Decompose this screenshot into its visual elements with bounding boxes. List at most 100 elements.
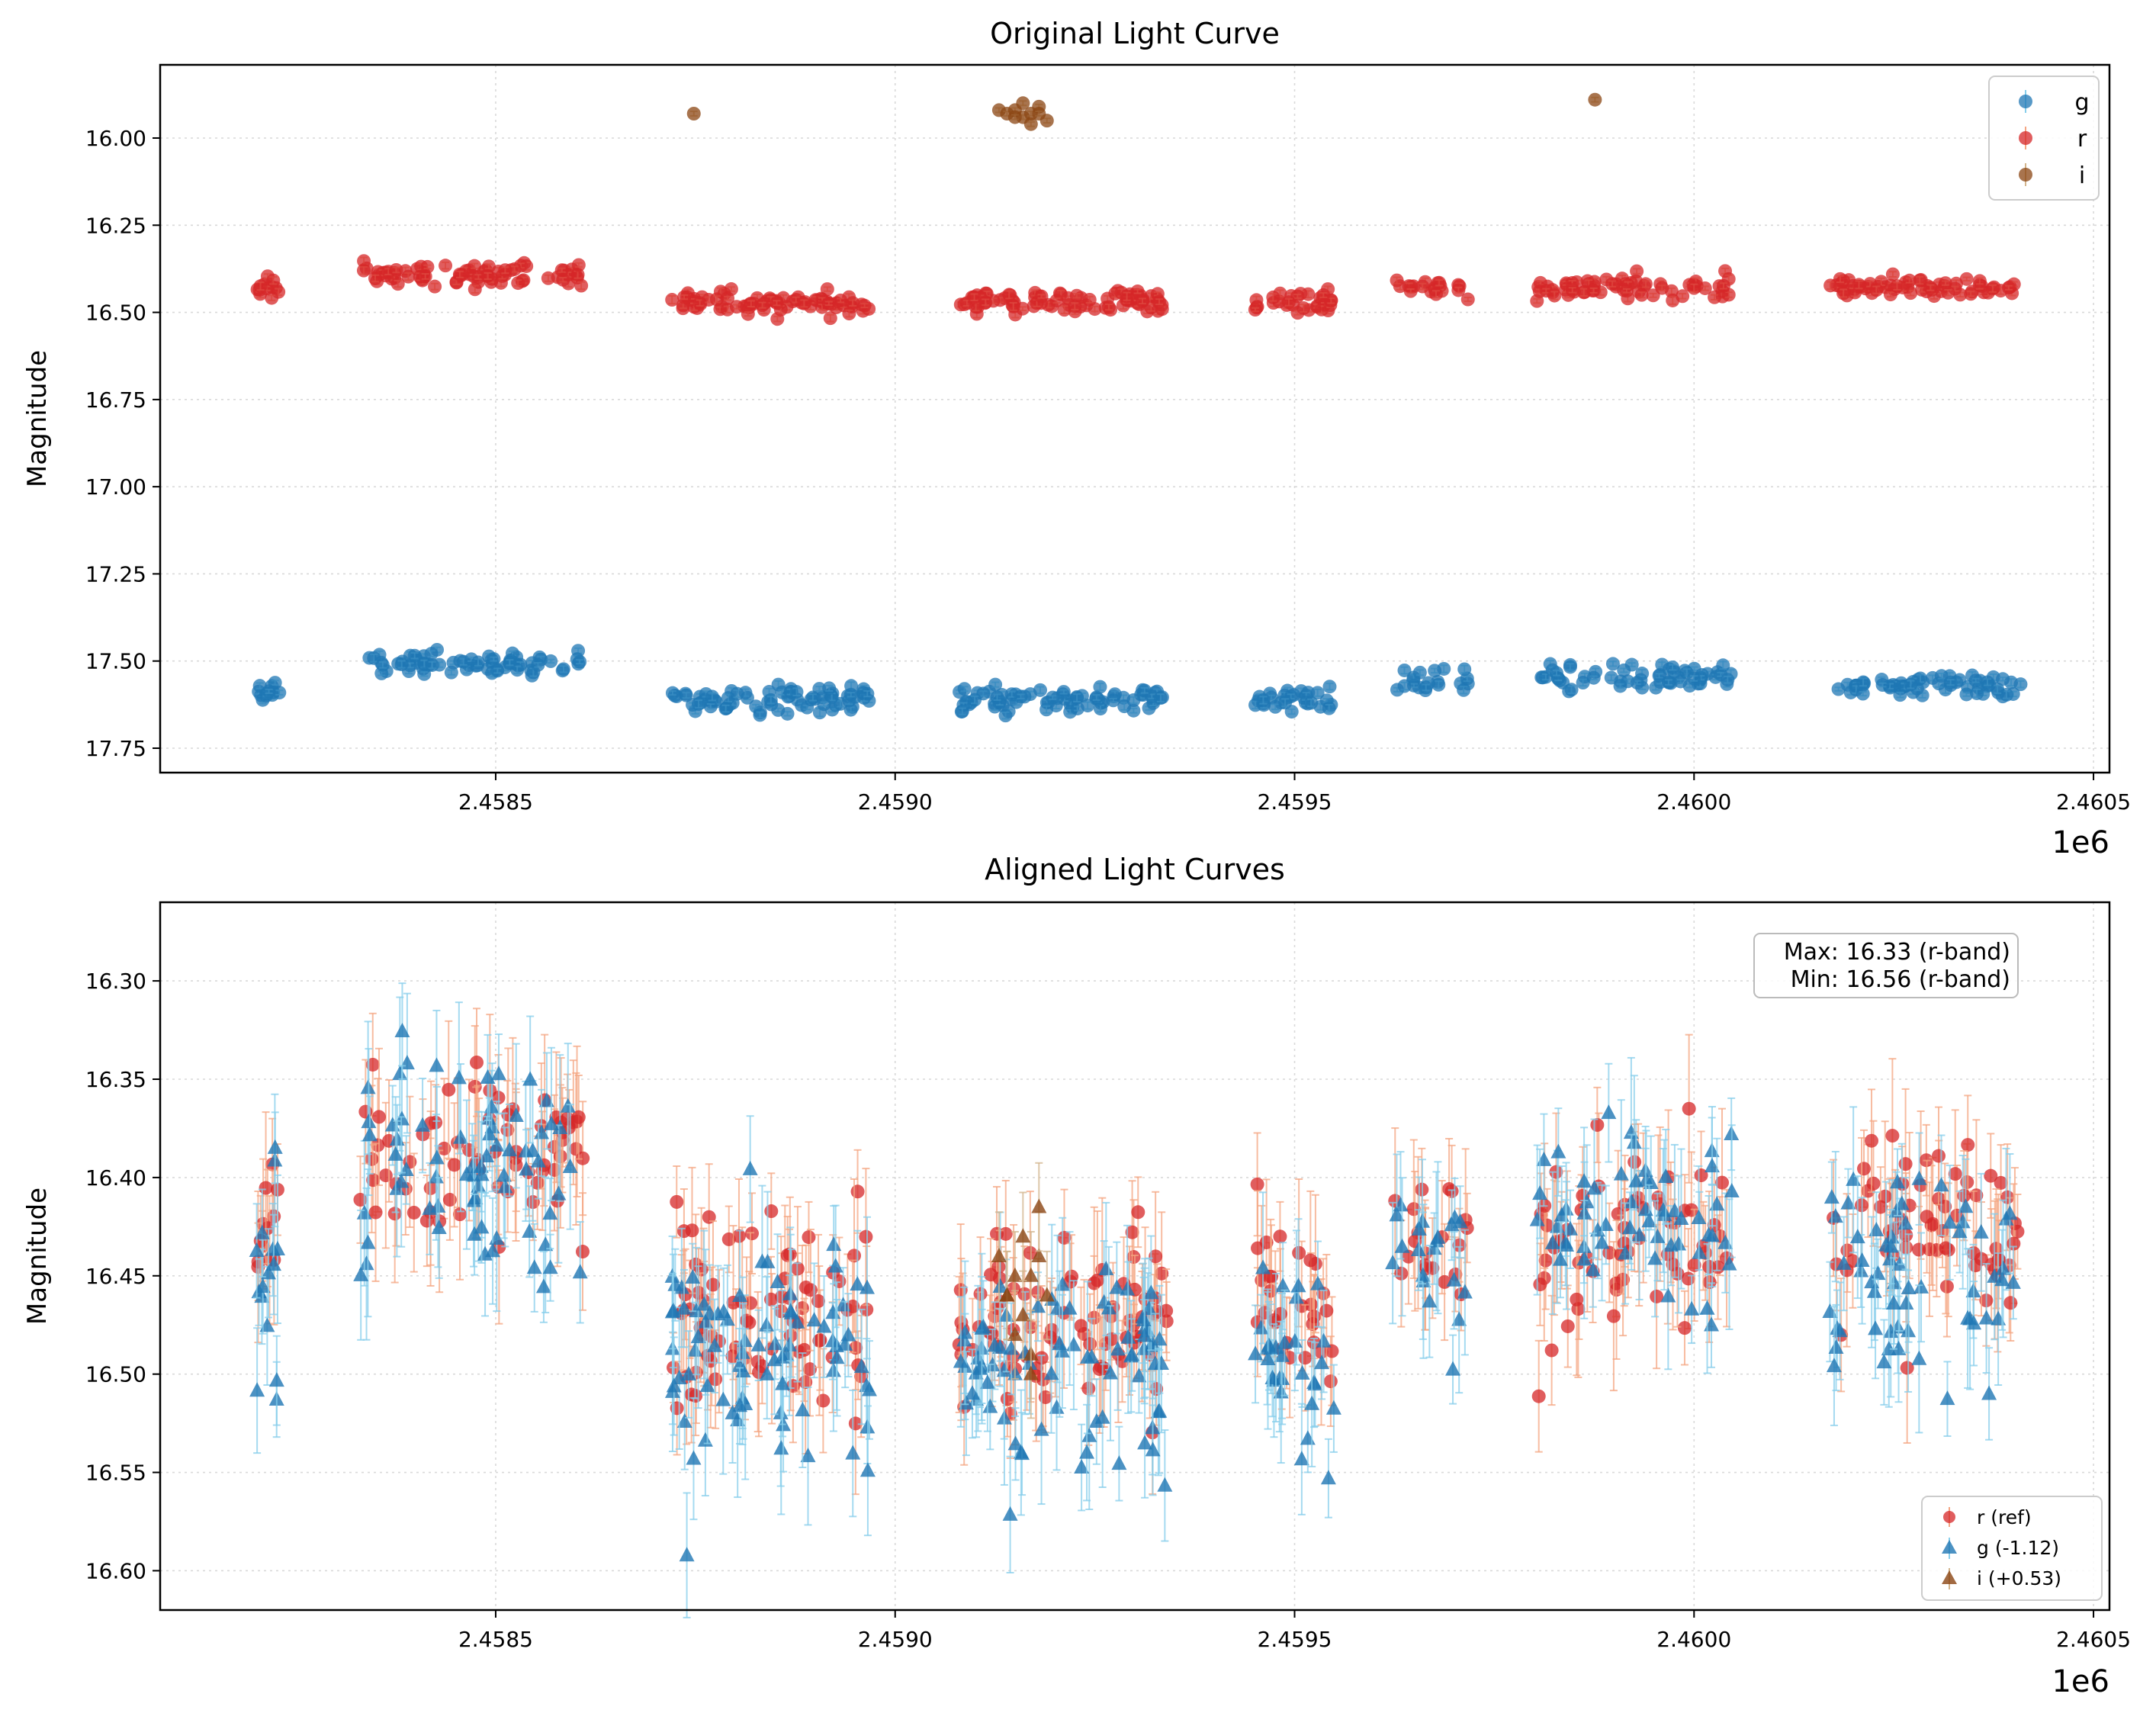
marker — [429, 1149, 445, 1165]
data-point-g — [1397, 679, 1412, 693]
marker — [1958, 1198, 1974, 1213]
marker — [1083, 1337, 1097, 1351]
data-point-g — [1033, 683, 1048, 697]
data-point-r — [1403, 284, 1418, 298]
marker — [2007, 1216, 2022, 1230]
data-point-r — [1630, 264, 1644, 278]
marker — [1957, 1188, 1971, 1203]
data-point-g — [987, 1301, 1003, 1390]
marker — [1682, 1101, 1696, 1116]
data-point-g — [1033, 1355, 1049, 1506]
marker — [1970, 686, 1984, 700]
marker — [1401, 1249, 1415, 1264]
data-point-r — [480, 268, 495, 283]
marker — [679, 1547, 695, 1562]
data-point-g — [795, 1352, 811, 1469]
data-point-r — [389, 262, 403, 277]
data-point-r — [823, 311, 837, 326]
data-point-r — [2001, 281, 2016, 295]
marker — [1088, 1413, 1104, 1428]
marker — [1322, 680, 1337, 694]
panel-original: Original Light Curve 16.00 16.25 16.50 16.7… — [22, 17, 2131, 860]
annotation-min: Min: 16.56 (r-band) — [1791, 966, 2010, 993]
marker — [1260, 1351, 1276, 1366]
marker — [1070, 691, 1084, 705]
marker — [419, 1213, 434, 1228]
data-point-g — [759, 1329, 775, 1420]
marker — [1532, 1185, 1548, 1200]
data-point-g — [431, 1177, 447, 1279]
data-point-g — [692, 697, 706, 712]
data-point-g — [1056, 685, 1071, 699]
data-point-g — [519, 1129, 535, 1210]
data-point-g — [1721, 673, 1735, 687]
marker — [255, 1278, 271, 1294]
marker — [1278, 696, 1293, 710]
marker — [1984, 1168, 1998, 1183]
data-point-g — [552, 1054, 568, 1202]
marker — [1531, 1389, 1546, 1403]
data-point-g — [1145, 1404, 1161, 1496]
marker — [1074, 1319, 1088, 1333]
data-point-r — [1941, 285, 1955, 300]
data-point-g — [1094, 1347, 1110, 1488]
data-point-g — [1397, 663, 1412, 677]
marker — [1594, 1234, 1610, 1249]
data-point-g — [262, 684, 276, 699]
marker — [357, 254, 371, 268]
marker — [987, 1337, 1003, 1352]
marker — [990, 690, 1004, 705]
data-point-g — [974, 1252, 990, 1404]
y-tick-label: 17.75 — [85, 736, 146, 761]
marker — [1422, 1293, 1438, 1308]
marker — [1831, 682, 1846, 696]
marker — [1428, 664, 1442, 678]
marker — [1833, 272, 1847, 286]
marker — [1288, 1289, 1304, 1304]
marker — [1826, 1358, 1842, 1373]
marker — [394, 1022, 410, 1037]
data-point-g — [845, 1389, 861, 1518]
marker — [1054, 1342, 1070, 1358]
marker — [368, 271, 382, 285]
data-point-r — [1857, 1129, 1872, 1208]
data-point-r — [1068, 299, 1082, 313]
data-point-g — [705, 689, 719, 704]
data-point-g — [1823, 1161, 1840, 1234]
data-point-r — [452, 267, 467, 281]
data-point-r — [1687, 1208, 1701, 1323]
marker — [575, 1245, 590, 1259]
data-point-g — [375, 657, 390, 672]
marker — [1152, 294, 1167, 309]
data-point-g — [503, 655, 517, 670]
marker — [1660, 1287, 1676, 1303]
data-point-g — [425, 657, 439, 672]
data-point-r — [511, 276, 525, 291]
marker — [1576, 1251, 1592, 1266]
data-point-g — [1255, 1191, 1271, 1345]
data-point-g — [1913, 1232, 1929, 1343]
marker — [1323, 1374, 1338, 1389]
marker — [1397, 679, 1412, 693]
data-point-g — [1939, 1361, 1955, 1437]
marker — [730, 686, 744, 701]
marker — [984, 1268, 998, 1282]
data-point-g — [1049, 1234, 1065, 1384]
legend-label-g: g (-1.12) — [1977, 1537, 2059, 1559]
data-point-g — [1952, 1190, 1968, 1274]
data-point-g — [1256, 693, 1271, 708]
data-point-g — [1868, 1278, 1884, 1380]
marker — [1397, 663, 1412, 677]
data-point-g — [1126, 693, 1141, 708]
marker — [406, 1205, 421, 1220]
data-point-r — [1248, 302, 1262, 317]
marker — [1563, 660, 1577, 674]
marker — [1601, 1104, 1617, 1120]
marker — [542, 1205, 558, 1220]
marker — [972, 1360, 988, 1375]
data-point-g — [1840, 1168, 1856, 1239]
marker — [1016, 96, 1030, 111]
data-point-r — [857, 298, 872, 313]
data-point-g — [676, 1268, 692, 1348]
marker — [1617, 663, 1631, 677]
